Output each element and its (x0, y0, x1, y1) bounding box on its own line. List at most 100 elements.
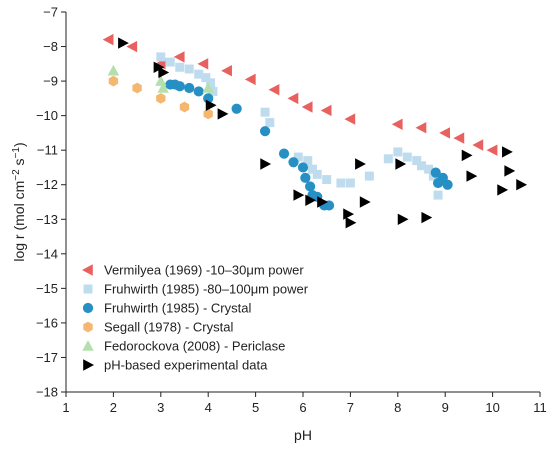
x-tick-label: 9 (442, 400, 449, 415)
legend-marker (83, 284, 93, 294)
data-point (156, 92, 166, 104)
y-axis-title-part: log r (mol cm (11, 181, 27, 262)
legend-item: pH-based experimental data (83, 358, 268, 373)
data-point (259, 126, 271, 137)
y-axis-title-part: −1 (11, 147, 22, 159)
y-tick-label: −12 (36, 177, 58, 192)
data-point (194, 69, 204, 79)
x-tick-label: 2 (110, 400, 117, 415)
data-point (345, 178, 355, 188)
x-tick-label: 7 (347, 400, 354, 415)
data-point (156, 52, 166, 62)
data-point (345, 217, 357, 229)
data-point (157, 82, 169, 93)
x-tick-label: 6 (299, 400, 306, 415)
data-point (132, 82, 142, 94)
y-tick-label: −7 (43, 5, 58, 20)
data-point (184, 82, 195, 94)
data-point (502, 146, 513, 158)
x-tick-label: 11 (533, 400, 547, 415)
series-circle (165, 79, 453, 211)
data-point (461, 149, 473, 162)
data-point (197, 58, 209, 70)
data-point (305, 181, 316, 192)
data-point (173, 51, 185, 63)
legend-item: Fedorockova (2008) - Periclase (82, 339, 285, 354)
legend-label: Fruhwirth (1985) -80–100μm power (104, 282, 309, 297)
data-point (355, 158, 366, 170)
data-point (466, 170, 478, 182)
legend-marker (83, 359, 94, 371)
data-point (184, 64, 194, 74)
data-point (179, 101, 190, 113)
data-point (336, 178, 346, 188)
x-tick-label: 3 (157, 400, 164, 415)
y-tick-label: −11 (37, 143, 58, 158)
data-point (433, 190, 443, 200)
data-point (504, 165, 516, 177)
series-hexagon (108, 75, 213, 120)
data-point (221, 65, 232, 77)
legend-item: Fruhwirth (1985) - Crystal (82, 301, 251, 316)
data-point (107, 64, 120, 76)
data-point (430, 167, 441, 178)
data-point (364, 171, 374, 181)
legend-label: Fedorockova (2008) - Periclase (104, 339, 285, 354)
data-point (323, 200, 335, 211)
data-point (278, 148, 290, 159)
data-point (203, 93, 214, 104)
data-point (391, 118, 403, 130)
data-point (453, 132, 465, 144)
data-point (317, 196, 328, 208)
series-triangle-up (107, 64, 214, 93)
data-point (421, 211, 433, 224)
data-point (344, 113, 356, 125)
data-point (288, 157, 299, 168)
data-point (174, 81, 185, 92)
data-point (260, 107, 270, 117)
legend-marker (82, 340, 94, 351)
data-point (343, 208, 355, 220)
legend-item: Segall (1978) - Crystal (83, 320, 233, 335)
data-point (359, 196, 371, 208)
legend-item: Fruhwirth (1985) -80–100μm power (83, 282, 309, 297)
data-point (231, 103, 242, 114)
y-axis-title: log r (mol cm−2 s−1) (11, 142, 27, 261)
legend-label: Fruhwirth (1985) - Crystal (104, 301, 251, 316)
data-point (287, 92, 299, 105)
data-point (439, 127, 450, 139)
series-triangle-left (102, 33, 498, 156)
x-tick-label: 8 (394, 400, 401, 415)
series-layer (102, 33, 528, 229)
y-tick-label: −10 (36, 108, 58, 123)
y-tick-label: −16 (36, 315, 58, 330)
data-point (118, 37, 129, 49)
data-point (108, 75, 119, 87)
y-axis-title-part: ) (11, 142, 27, 147)
data-point (158, 66, 170, 79)
data-point (265, 118, 275, 128)
data-point (260, 158, 272, 170)
y-tick-label: −18 (36, 385, 58, 400)
data-point (301, 101, 313, 113)
y-axis-title-part: −2 (11, 169, 22, 181)
series-square (156, 52, 443, 200)
data-point (395, 158, 407, 170)
y-tick-label: −17 (36, 350, 58, 365)
data-point (516, 179, 528, 191)
legend: Vermilyea (1969) -10–30μm power Fruhwirth… (82, 263, 309, 373)
data-point (165, 57, 175, 67)
data-point (442, 179, 453, 190)
data-point (202, 82, 214, 93)
y-tick-label: −14 (36, 246, 58, 261)
legend-marker (83, 321, 93, 333)
legend-item: Vermilyea (1969) -10–30μm power (82, 263, 304, 278)
data-point (205, 99, 217, 111)
data-point (102, 33, 114, 46)
series-triangle-right (118, 37, 528, 229)
data-point (322, 175, 332, 185)
data-point (175, 62, 185, 72)
y-axis-title-part: s (11, 158, 27, 169)
data-point (293, 189, 305, 201)
y-tick-label: −15 (36, 281, 58, 296)
